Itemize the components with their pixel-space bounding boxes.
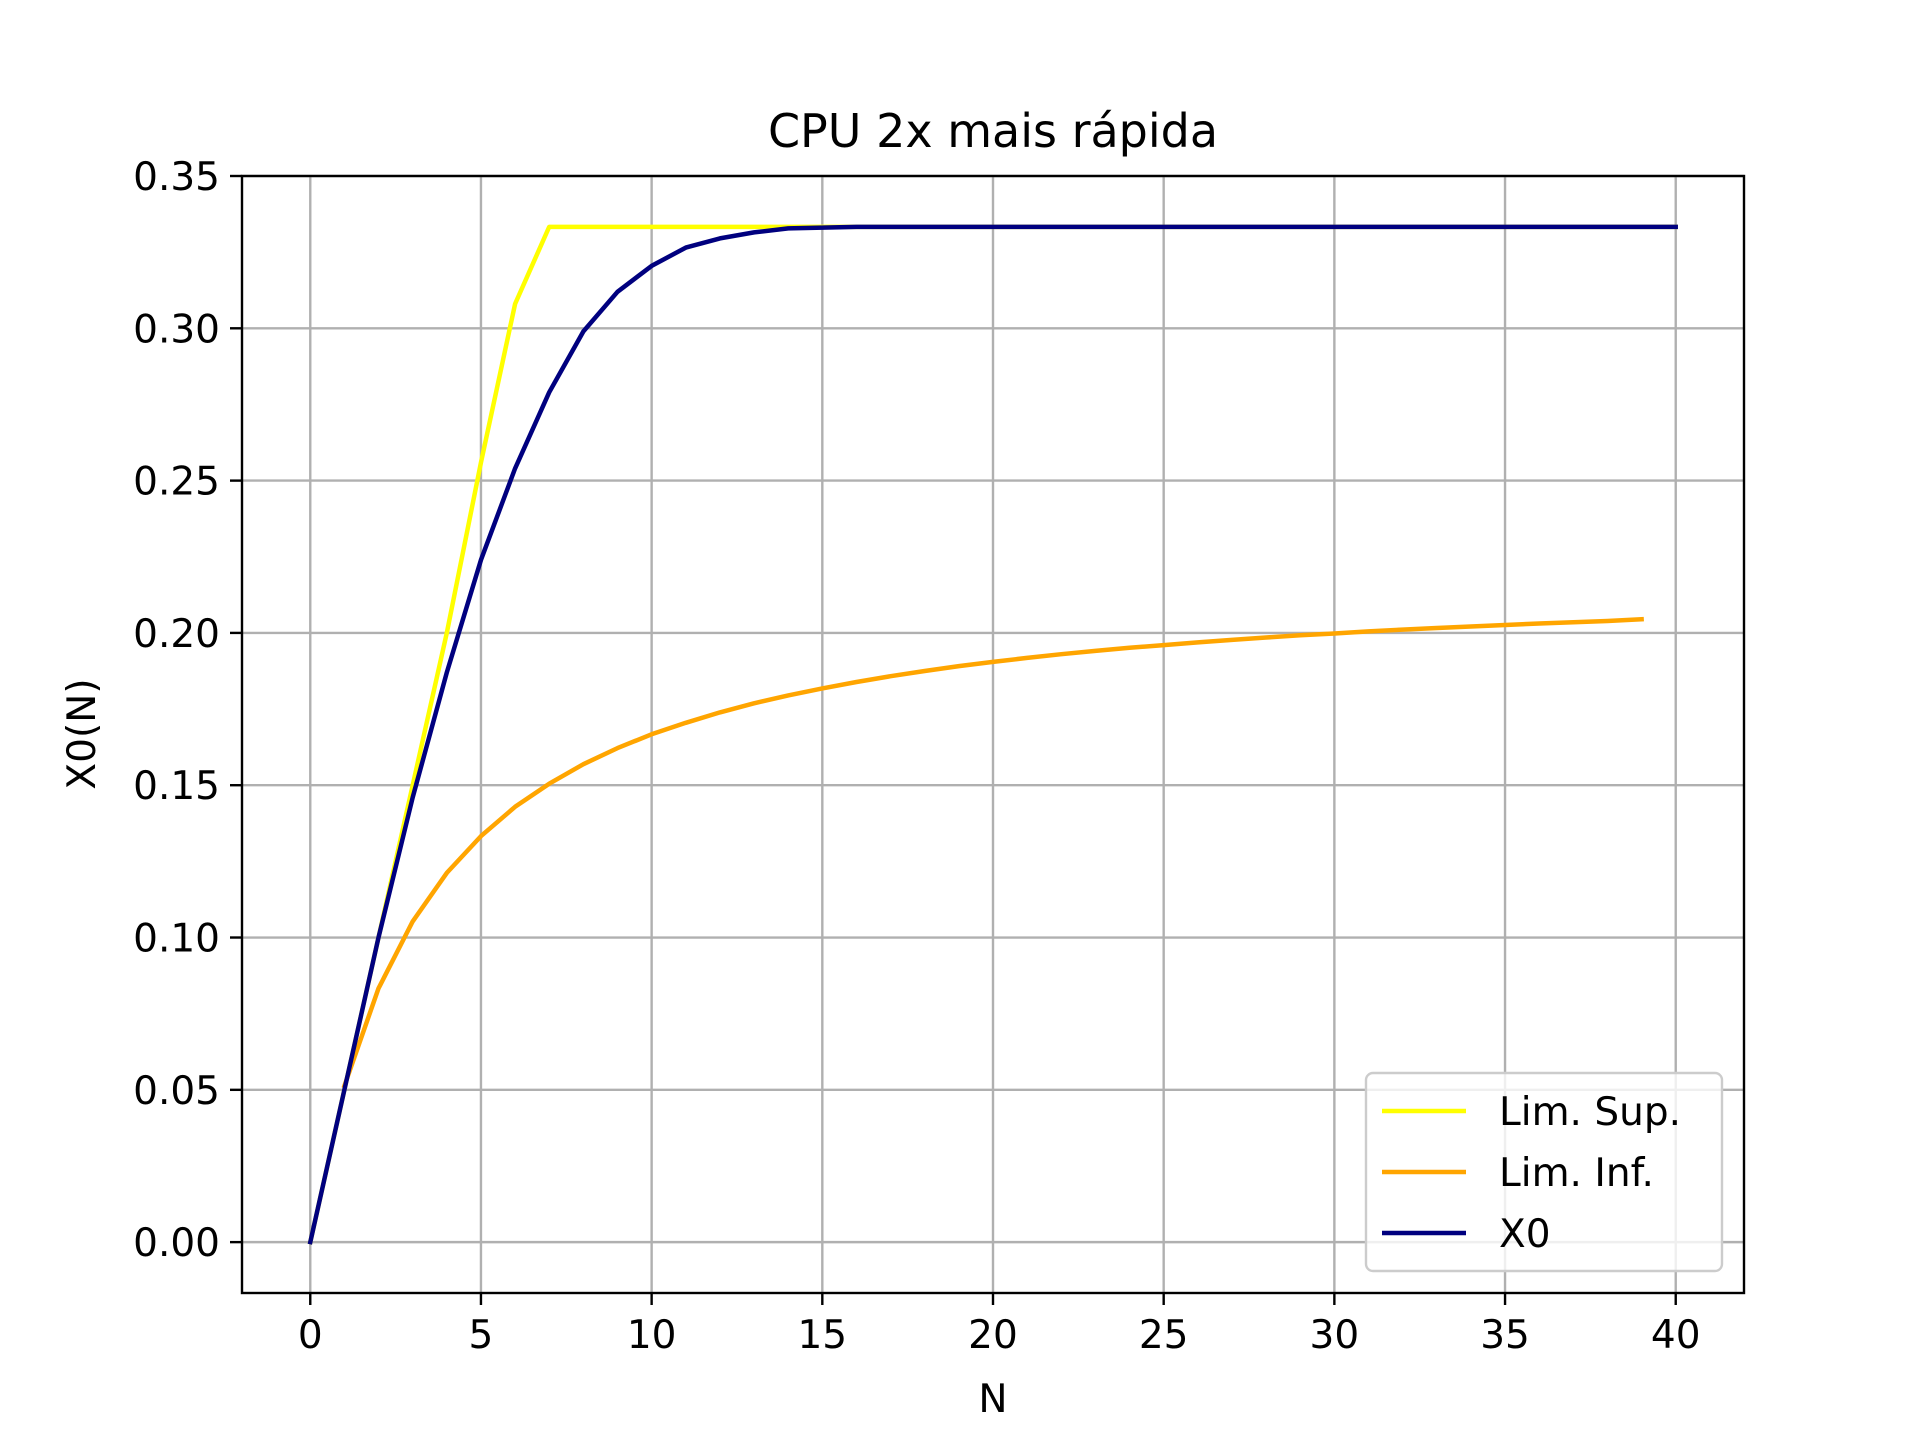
y-tick-label: 0.00: [133, 1221, 220, 1266]
x-tick-label: 40: [1651, 1313, 1701, 1358]
x-tick-label: 35: [1480, 1313, 1530, 1358]
x-tick-label: 30: [1310, 1313, 1360, 1358]
x-axis-ticks: 0 5 10 15 20 25 30 35 40: [298, 1293, 1701, 1358]
y-tick-label: 0.15: [133, 764, 220, 809]
x-tick-label: 25: [1139, 1313, 1189, 1358]
x-tick-label: 20: [968, 1313, 1018, 1358]
legend: Lim. Sup. Lim. Inf. X0: [1364, 1071, 1724, 1273]
x-tick-label: 5: [469, 1313, 494, 1358]
y-axis-ticks: 0.00 0.05 0.10 0.15 0.20 0.25 0.30 0.35: [133, 155, 242, 1266]
series-line-x0: [307, 224, 1678, 1245]
x-tick-label: 15: [797, 1313, 847, 1358]
y-axis-label: X0(N): [60, 678, 105, 789]
legend-label-x0: X0: [1499, 1212, 1551, 1257]
legend-label-lim-inf: Lim. Inf.: [1499, 1151, 1654, 1196]
series-layer: [307, 224, 1678, 1245]
y-tick-label: 0.20: [133, 612, 220, 657]
y-tick-label: 0.35: [133, 155, 220, 200]
chart-title: CPU 2x mais rápida: [768, 104, 1218, 158]
y-tick-label: 0.10: [133, 917, 220, 962]
x-tick-label: 0: [298, 1313, 323, 1358]
x-axis-label: N: [978, 1377, 1007, 1422]
x-tick-label: 10: [627, 1313, 677, 1358]
series-line-lim-inf: [341, 616, 1644, 1089]
legend-box: [1364, 1071, 1724, 1273]
y-tick-label: 0.25: [133, 460, 220, 505]
legend-label-lim-sup: Lim. Sup.: [1499, 1090, 1681, 1135]
y-tick-label: 0.30: [133, 307, 220, 352]
y-tick-label: 0.05: [133, 1069, 220, 1114]
